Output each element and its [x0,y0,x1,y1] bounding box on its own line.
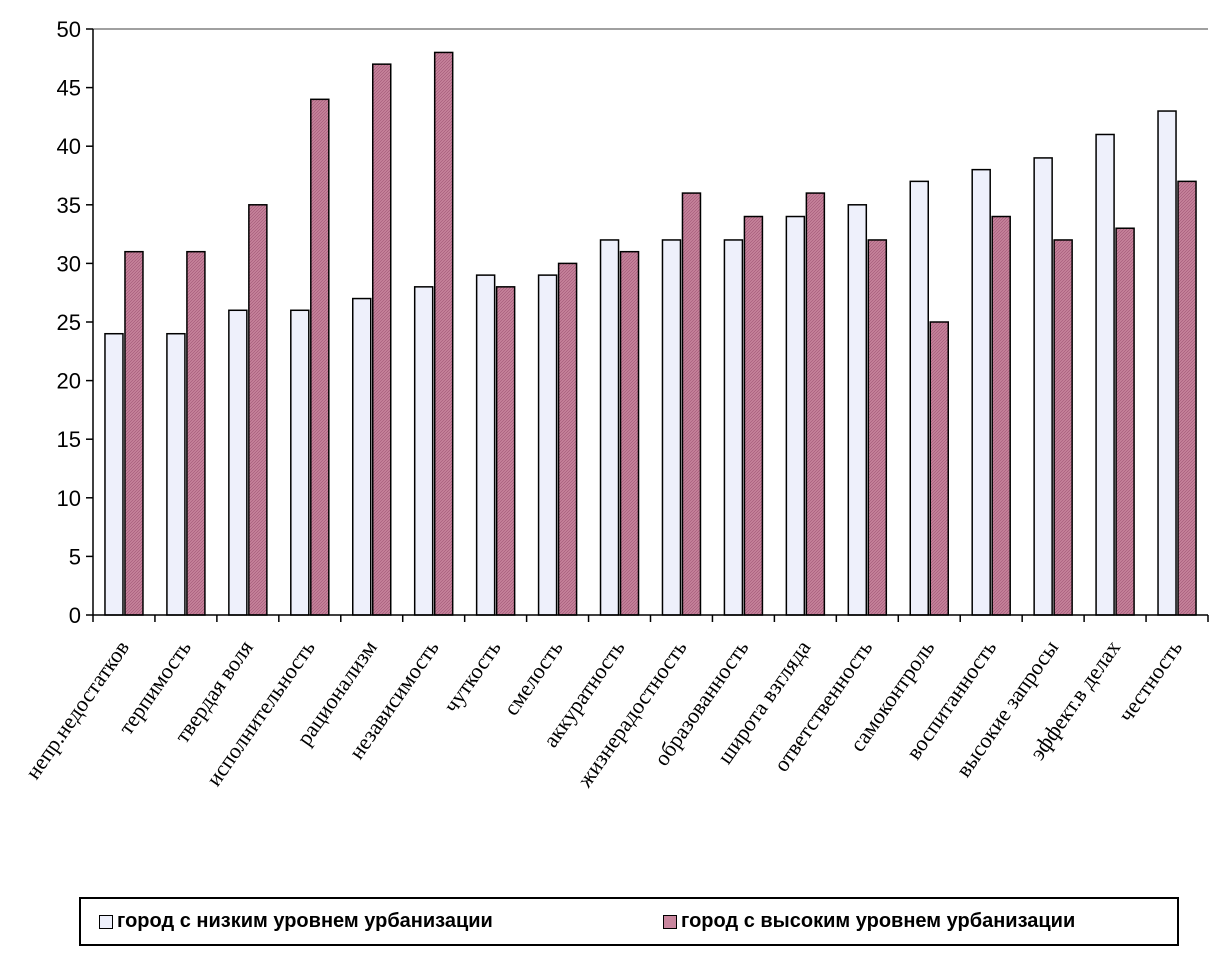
bar-series-2-11 [805,192,826,616]
x-category-label-3: исполнительность [201,636,320,791]
bar-series-1-14 [971,168,991,616]
y-tick-label-7: 35 [57,193,81,218]
bar-series-2-6 [495,286,516,616]
bar-series-2-15 [1053,239,1073,616]
bar-series-2-12 [867,239,888,616]
y-tick-label-6: 30 [57,251,81,276]
bar-series-1-17 [1157,110,1177,616]
bar-series-2-17 [1177,180,1197,616]
bar-series-1-4 [352,297,372,616]
y-tick-label-4: 20 [57,369,81,394]
bar-series-1-15 [1033,157,1053,616]
legend-item-series-1: город с низким уровнем урбанизации [99,910,493,933]
bar-series-2-4 [372,63,392,616]
bar-series-1-8 [599,239,620,616]
bar-series-2-0 [124,250,144,616]
bar-series-1-0 [104,332,124,616]
legend: город с низким уровнем урбанизации город… [79,897,1179,946]
x-category-label-9: жизнерадостность [571,636,691,793]
y-tick-label-8: 40 [57,134,81,159]
bar-series-1-7 [537,274,558,616]
bar-series-2-10 [743,215,764,616]
bar-series-2-16 [1115,227,1135,616]
axes-group [86,28,1209,622]
bar-series-1-6 [475,274,496,616]
bars-group [104,51,1197,616]
bar-series-2-3 [310,98,330,616]
bar-series-1-13 [909,180,929,616]
bar-series-1-3 [290,309,310,616]
legend-item-series-2: город с высоким уровнем урбанизации [663,910,1075,933]
bar-series-1-12 [847,204,868,616]
y-tick-label-5: 25 [57,310,81,335]
y-tick-label-2: 10 [57,486,81,511]
bar-series-1-1 [166,332,186,616]
bar-series-1-2 [228,309,248,616]
x-category-label-7: смелость [498,636,567,720]
bar-chart: 0 5 10 15 20 25 30 35 40 45 50 непр.недостатковтер… [20,17,1209,792]
y-tick-labels: 0 5 10 15 20 25 30 35 40 45 50 [57,17,81,628]
bar-series-2-8 [619,250,640,616]
bar-series-1-16 [1095,133,1115,616]
bar-series-2-9 [681,192,702,616]
bar-series-1-10 [723,239,744,616]
legend-label-series-1: город с низким уровнем урбанизации [117,910,493,932]
x-category-label-6: чуткость [438,636,506,718]
legend-swatch-series-2 [663,914,677,929]
bar-series-2-14 [991,215,1011,616]
legend-swatch-series-1 [99,914,113,929]
x-category-label-0: непр.недостатков [20,636,134,784]
legend-label-series-2: город с высоким уровнем урбанизации [681,910,1076,932]
bar-series-2-2 [248,204,268,616]
bar-series-1-5 [413,286,434,616]
bar-series-1-11 [785,215,806,616]
bar-series-2-5 [433,51,454,616]
bar-series-1-9 [661,239,682,616]
y-tick-label-10: 50 [57,17,81,42]
bar-series-2-13 [929,321,949,616]
y-tick-label-9: 45 [57,76,81,101]
bar-series-2-7 [557,262,578,616]
y-tick-label-0: 0 [69,603,81,628]
y-tick-label-3: 15 [57,427,81,452]
bar-series-2-1 [186,250,206,616]
y-tick-label-1: 5 [69,544,81,569]
